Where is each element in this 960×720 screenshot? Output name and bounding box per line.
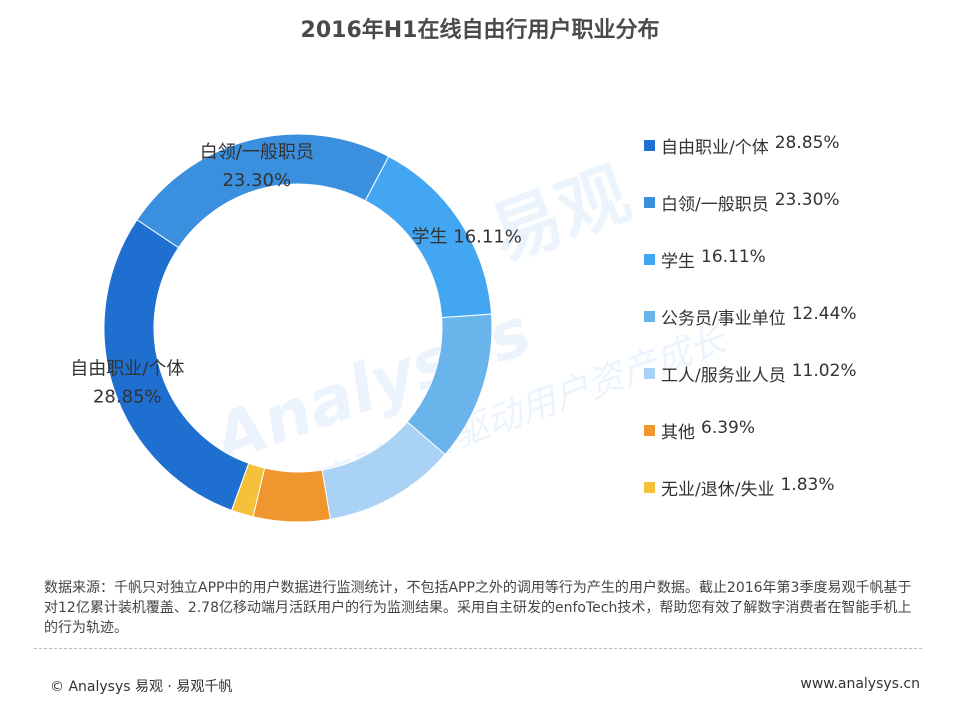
legend-item: 其他 6.39% [644, 418, 944, 475]
donut-chart: Analysys 易观 实时分析驱动用户资产成长 自由职业/个体28.85%白领… [70, 133, 734, 523]
legend-label: 工人/服务业人员 [661, 366, 786, 386]
legend-swatch [644, 254, 655, 265]
source-note: 数据来源：千帆只对独立APP中的用户数据进行监测统计，不包括APP之外的调用等行… [44, 580, 912, 636]
legend-label: 自由职业/个体 [661, 138, 769, 158]
donut-slices [103, 133, 493, 523]
legend-label: 其他 [661, 423, 695, 443]
slice-labels: 自由职业/个体 28.85% 白领/一般职员 23.30% 学生 16.11% [70, 142, 522, 407]
slice-label: 自由职业/个体 28.85% [70, 358, 184, 407]
legend-value: 1.83% [780, 475, 835, 495]
legend-swatch [644, 482, 655, 493]
legend-item: 学生 16.11% [644, 247, 944, 304]
legend-value: 6.39% [701, 418, 756, 438]
legend-swatch [644, 140, 655, 151]
slice-label-text: 学生 16.11% [412, 227, 522, 248]
legend-value: 12.44% [791, 304, 857, 324]
legend-value: 28.85% [774, 133, 840, 153]
slice-label-value: 28.85% [93, 386, 162, 407]
slice-label: 学生 16.11% [412, 227, 522, 248]
legend-label: 无业/退休/失业 [661, 480, 775, 500]
legend-value: 16.11% [701, 247, 766, 267]
legend-item: 公务员/事业单位 12.44% [644, 304, 944, 361]
slice-label-category: 自由职业/个体 [70, 358, 184, 379]
footer-divider [34, 648, 922, 649]
legend-label: 学生 [661, 252, 695, 272]
legend-swatch [644, 368, 655, 379]
legend-item: 自由职业/个体 28.85% [644, 133, 944, 190]
footer-website[interactable]: www.analysys.cn [800, 676, 920, 692]
legend-swatch [644, 197, 655, 208]
legend-swatch [644, 425, 655, 436]
legend-value: 23.30% [774, 190, 840, 210]
slice-label: 白领/一般职员 23.30% [200, 142, 314, 191]
legend-label: 白领/一般职员 [661, 195, 769, 215]
legend-value: 11.02% [791, 361, 857, 381]
slice-label-category: 白领/一般职员 [200, 142, 314, 163]
footer-copyright: © Analysys 易观 · 易观千帆 [50, 679, 233, 695]
chart-title: 2016年H1在线自由行用户职业分布 [300, 18, 660, 43]
slice-label-value: 23.30% [222, 170, 291, 191]
legend-label: 公务员/事业单位 [661, 309, 786, 329]
legend-item: 工人/服务业人员 11.02% [644, 361, 944, 418]
legend: 自由职业/个体 28.85% 白领/一般职员 23.30% 学生 16.11% 公务员/事业… [644, 133, 944, 532]
legend-swatch [644, 311, 655, 322]
watermark-brand-cn: 易观 [480, 152, 640, 277]
donut-slice [252, 467, 331, 523]
legend-item: 白领/一般职员 23.30% [644, 190, 944, 247]
legend-item: 无业/退休/失业 1.83% [644, 475, 944, 532]
donut-slice [231, 462, 266, 518]
